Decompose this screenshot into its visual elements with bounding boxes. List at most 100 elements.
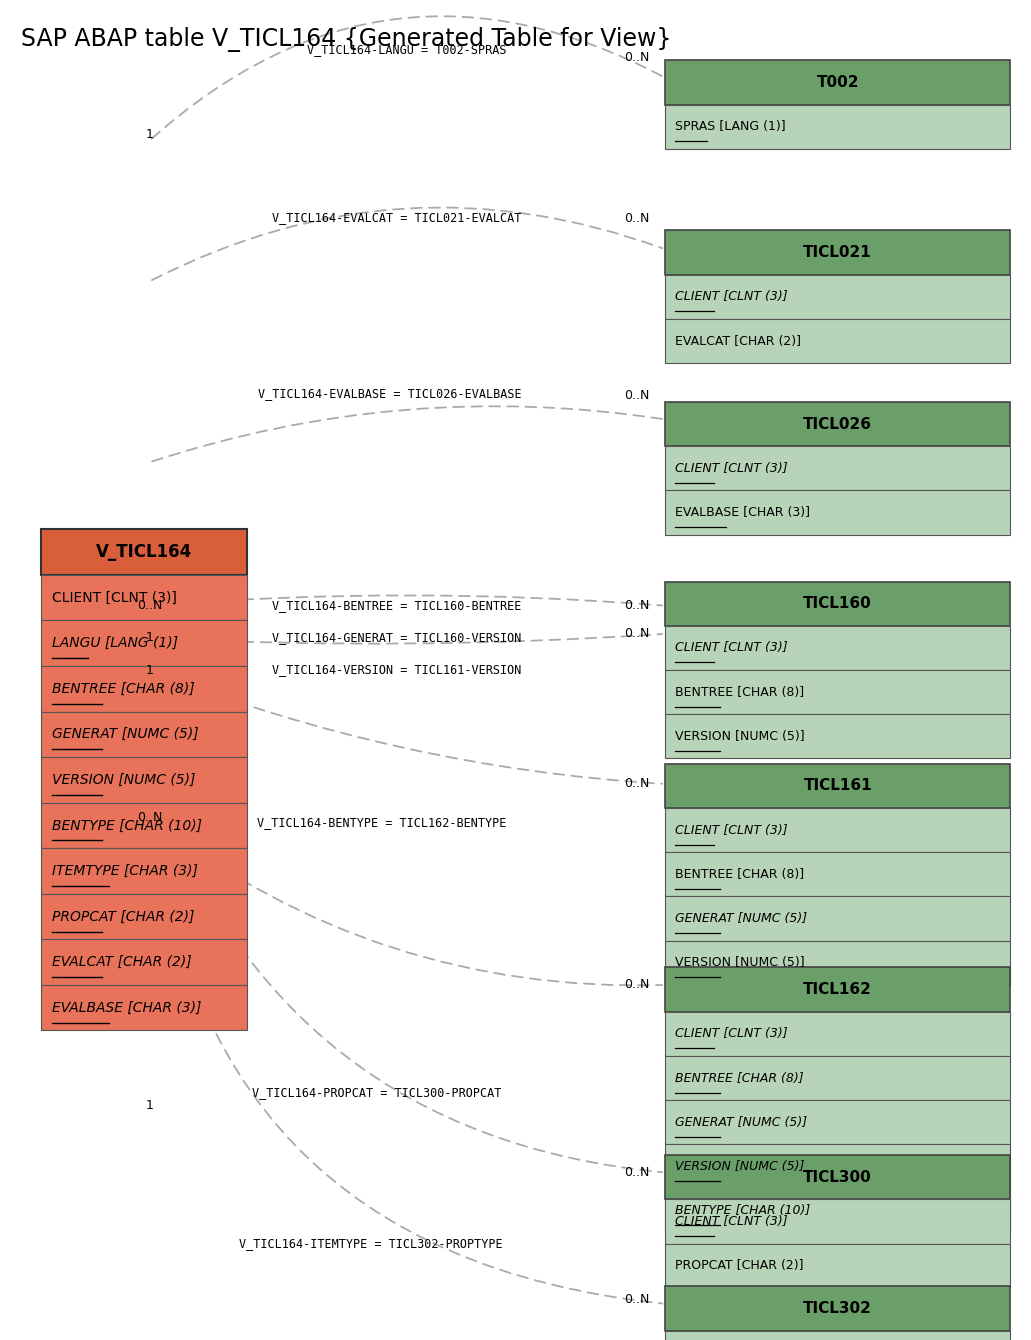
Text: TICL026: TICL026 — [803, 417, 872, 431]
Text: 0..N: 0..N — [625, 389, 650, 402]
Text: 0..N: 0..N — [625, 51, 650, 64]
Text: V_TICL164-LANGU = T002-SPRAS: V_TICL164-LANGU = T002-SPRAS — [307, 43, 507, 56]
Text: 0..N: 0..N — [625, 599, 650, 612]
Text: 0..N: 0..N — [137, 811, 162, 824]
Text: TICL160: TICL160 — [803, 596, 872, 611]
Text: 0..N: 0..N — [625, 1293, 650, 1306]
Text: 0..N: 0..N — [625, 978, 650, 992]
FancyBboxPatch shape — [665, 941, 1010, 985]
FancyBboxPatch shape — [665, 1199, 1010, 1244]
FancyBboxPatch shape — [665, 852, 1010, 896]
Text: 1: 1 — [145, 1099, 154, 1112]
Text: BENTREE [CHAR (8)]: BENTREE [CHAR (8)] — [675, 1072, 804, 1084]
Text: ITEMTYPE [CHAR (3)]: ITEMTYPE [CHAR (3)] — [52, 864, 197, 878]
Text: 0..N: 0..N — [625, 1166, 650, 1179]
FancyBboxPatch shape — [41, 529, 247, 575]
Text: 0..N: 0..N — [625, 777, 650, 791]
Text: SAP ABAP table V_TICL164 {Generated Table for View}: SAP ABAP table V_TICL164 {Generated Tabl… — [21, 27, 671, 52]
Text: BENTYPE [CHAR (10)]: BENTYPE [CHAR (10)] — [675, 1205, 810, 1217]
Text: CLIENT [CLNT (3)]: CLIENT [CLNT (3)] — [675, 1215, 788, 1227]
Text: V_TICL164: V_TICL164 — [96, 543, 193, 561]
Text: EVALBASE [CHAR (3)]: EVALBASE [CHAR (3)] — [52, 1001, 201, 1014]
Text: VERSION [NUMC (5)]: VERSION [NUMC (5)] — [675, 957, 805, 969]
Text: 1: 1 — [145, 127, 154, 141]
Text: CLIENT [CLNT (3)]: CLIENT [CLNT (3)] — [675, 291, 788, 303]
Text: TICL021: TICL021 — [803, 245, 872, 260]
FancyBboxPatch shape — [665, 1144, 1010, 1189]
FancyBboxPatch shape — [41, 620, 247, 666]
Text: CLIENT [CLNT (3)]: CLIENT [CLNT (3)] — [675, 1028, 788, 1040]
Text: GENERAT [NUMC (5)]: GENERAT [NUMC (5)] — [675, 1116, 807, 1128]
FancyBboxPatch shape — [665, 319, 1010, 363]
Text: T002: T002 — [817, 75, 859, 90]
Text: CLIENT [CLNT (3)]: CLIENT [CLNT (3)] — [675, 462, 788, 474]
FancyBboxPatch shape — [665, 808, 1010, 852]
Text: BENTREE [CHAR (8)]: BENTREE [CHAR (8)] — [675, 868, 804, 880]
FancyBboxPatch shape — [41, 894, 247, 939]
Text: EVALCAT [CHAR (2)]: EVALCAT [CHAR (2)] — [52, 955, 191, 969]
Text: GENERAT [NUMC (5)]: GENERAT [NUMC (5)] — [52, 728, 198, 741]
Text: TICL161: TICL161 — [803, 779, 872, 793]
FancyBboxPatch shape — [665, 1155, 1010, 1199]
FancyBboxPatch shape — [665, 1189, 1010, 1233]
FancyBboxPatch shape — [665, 626, 1010, 670]
Text: V_TICL164-EVALCAT = TICL021-EVALCAT: V_TICL164-EVALCAT = TICL021-EVALCAT — [272, 210, 522, 224]
Text: V_TICL164-ITEMTYPE = TICL302-PROPTYPE: V_TICL164-ITEMTYPE = TICL302-PROPTYPE — [239, 1237, 503, 1250]
FancyBboxPatch shape — [41, 803, 247, 848]
FancyBboxPatch shape — [665, 1100, 1010, 1144]
Text: V_TICL164-BENTYPE = TICL162-BENTYPE: V_TICL164-BENTYPE = TICL162-BENTYPE — [257, 816, 506, 829]
Text: BENTREE [CHAR (8)]: BENTREE [CHAR (8)] — [675, 686, 804, 698]
FancyBboxPatch shape — [665, 1056, 1010, 1100]
Text: PROPCAT [CHAR (2)]: PROPCAT [CHAR (2)] — [52, 910, 194, 923]
FancyBboxPatch shape — [665, 490, 1010, 535]
Text: BENTYPE [CHAR (10)]: BENTYPE [CHAR (10)] — [52, 819, 201, 832]
FancyBboxPatch shape — [665, 1286, 1010, 1331]
FancyBboxPatch shape — [665, 764, 1010, 808]
FancyBboxPatch shape — [665, 275, 1010, 319]
FancyBboxPatch shape — [41, 575, 247, 620]
FancyBboxPatch shape — [665, 446, 1010, 490]
FancyBboxPatch shape — [665, 1331, 1010, 1340]
Text: 1: 1 — [145, 663, 154, 677]
FancyBboxPatch shape — [41, 939, 247, 985]
Text: SPRAS [LANG (1)]: SPRAS [LANG (1)] — [675, 121, 786, 133]
Text: VERSION [NUMC (5)]: VERSION [NUMC (5)] — [675, 730, 805, 742]
Text: LANGU [LANG (1)]: LANGU [LANG (1)] — [52, 636, 177, 650]
FancyBboxPatch shape — [665, 967, 1010, 1012]
FancyBboxPatch shape — [41, 985, 247, 1030]
Text: CLIENT [CLNT (3)]: CLIENT [CLNT (3)] — [52, 591, 176, 604]
Text: V_TICL164-EVALBASE = TICL026-EVALBASE: V_TICL164-EVALBASE = TICL026-EVALBASE — [258, 387, 522, 401]
FancyBboxPatch shape — [41, 848, 247, 894]
FancyBboxPatch shape — [665, 1012, 1010, 1056]
Text: V_TICL164-GENERAT = TICL160-VERSION: V_TICL164-GENERAT = TICL160-VERSION — [272, 631, 522, 645]
Text: GENERAT [NUMC (5)]: GENERAT [NUMC (5)] — [675, 913, 807, 925]
FancyBboxPatch shape — [665, 230, 1010, 275]
Text: V_TICL164-PROPCAT = TICL300-PROPCAT: V_TICL164-PROPCAT = TICL300-PROPCAT — [252, 1085, 501, 1099]
Text: 0..N: 0..N — [137, 599, 162, 612]
Text: CLIENT [CLNT (3)]: CLIENT [CLNT (3)] — [675, 824, 788, 836]
Text: EVALCAT [CHAR (2)]: EVALCAT [CHAR (2)] — [675, 335, 801, 347]
Text: V_TICL164-BENTREE = TICL160-BENTREE: V_TICL164-BENTREE = TICL160-BENTREE — [272, 599, 522, 612]
Text: PROPCAT [CHAR (2)]: PROPCAT [CHAR (2)] — [675, 1260, 804, 1272]
Text: 0..N: 0..N — [625, 627, 650, 641]
FancyBboxPatch shape — [41, 757, 247, 803]
Text: 0..N: 0..N — [625, 212, 650, 225]
FancyBboxPatch shape — [41, 666, 247, 712]
Text: 1: 1 — [145, 631, 154, 645]
FancyBboxPatch shape — [665, 896, 1010, 941]
Text: VERSION [NUMC (5)]: VERSION [NUMC (5)] — [675, 1160, 804, 1172]
Text: TICL302: TICL302 — [803, 1301, 872, 1316]
Text: CLIENT [CLNT (3)]: CLIENT [CLNT (3)] — [675, 642, 788, 654]
FancyBboxPatch shape — [665, 670, 1010, 714]
Text: EVALBASE [CHAR (3)]: EVALBASE [CHAR (3)] — [675, 507, 810, 519]
Text: TICL300: TICL300 — [803, 1170, 872, 1185]
FancyBboxPatch shape — [665, 714, 1010, 758]
FancyBboxPatch shape — [41, 712, 247, 757]
FancyBboxPatch shape — [665, 1244, 1010, 1288]
Text: BENTREE [CHAR (8)]: BENTREE [CHAR (8)] — [52, 682, 194, 695]
Text: TICL162: TICL162 — [803, 982, 872, 997]
FancyBboxPatch shape — [665, 60, 1010, 105]
FancyBboxPatch shape — [665, 582, 1010, 626]
Text: V_TICL164-VERSION = TICL161-VERSION: V_TICL164-VERSION = TICL161-VERSION — [272, 663, 522, 677]
FancyBboxPatch shape — [665, 105, 1010, 149]
